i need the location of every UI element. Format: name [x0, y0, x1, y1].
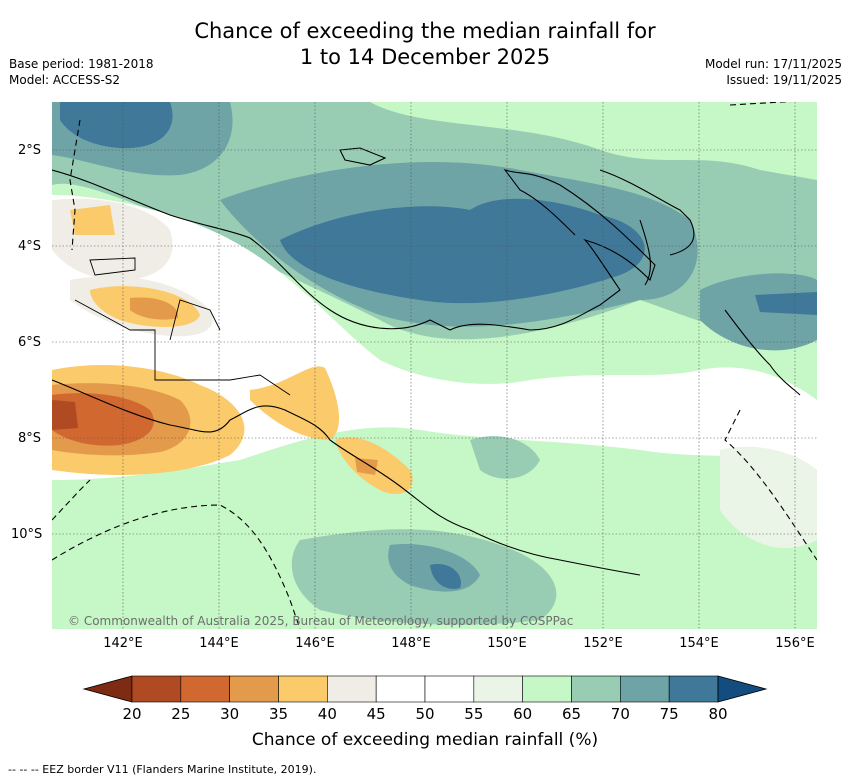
colorbar-tick-label: 20	[122, 705, 142, 723]
map-fields	[52, 102, 817, 629]
colorbar-segment	[278, 675, 328, 703]
eez-legend: -- -- -- EEZ border V11 (Flanders Marine…	[8, 763, 317, 776]
lat-label-2s: 2°S	[18, 143, 42, 158]
colorbar-tick-label: 80	[708, 705, 728, 723]
issued-date: Issued: 19/11/2025	[726, 73, 842, 87]
eez-north	[729, 102, 792, 106]
manus-island	[339, 147, 387, 166]
province-borders	[74, 257, 291, 396]
colorbar-segment	[131, 675, 182, 703]
colorbar-segment	[327, 675, 377, 703]
lat-label-6s: 6°S	[18, 335, 42, 350]
colorbar-segment	[522, 675, 572, 703]
colorbar-segment	[620, 675, 670, 703]
lon-label-144e: 144°E	[199, 636, 239, 651]
colorbar-segment	[424, 675, 475, 703]
model-name: Model: ACCESS-S2	[9, 73, 121, 87]
lat-label-4s: 4°S	[18, 239, 42, 254]
colorbar-segment	[473, 675, 523, 703]
field-30-35-highlands	[130, 297, 179, 320]
field-30-35-papua	[355, 458, 378, 475]
colorbar-tick-label: 70	[610, 705, 630, 723]
field-65-70-solomon	[470, 436, 540, 479]
colorbar-extend-low	[82, 675, 133, 703]
png-south-coast	[52, 379, 641, 576]
colorbar-tick-label: 60	[513, 705, 533, 723]
eez-south-west	[52, 479, 91, 521]
field-35-40-gulf	[250, 366, 340, 440]
lat-label-10s: 10°S	[11, 527, 43, 542]
eez-south	[52, 504, 301, 629]
meta-right: Model run: 17/11/2025 Issued: 19/11/2025	[705, 56, 842, 88]
title-line-2: 1 to 14 December 2025	[299, 45, 551, 69]
new-ireland	[599, 169, 695, 286]
field-70-75-east	[700, 273, 817, 351]
field-75-80-bismarck	[280, 198, 645, 304]
colorbar-extend-high	[717, 675, 768, 703]
field-75-80-east	[755, 292, 817, 315]
colorbar-tick-label: 55	[464, 705, 484, 723]
lat-label-8s: 8°S	[18, 431, 42, 446]
bougainville	[724, 309, 801, 396]
lon-label-142e: 142°E	[103, 636, 143, 651]
model-run: Model run: 17/11/2025	[704, 57, 842, 71]
field-75-80-coral-sea	[430, 564, 461, 589]
colorbar-label: Chance of exceeding median rainfall (%)	[251, 730, 599, 750]
colorbar-tick-label: 50	[415, 705, 435, 723]
lon-label-154e: 154°E	[679, 636, 719, 651]
base-period: Base period: 1981-2018	[9, 57, 154, 71]
map-title: Chance of exceeding the median rainfall …	[0, 18, 850, 70]
lon-label-156e: 156°E	[775, 636, 815, 651]
lon-label-146e: 146°E	[295, 636, 335, 651]
colorbar-tick-label: 45	[366, 705, 386, 723]
colorbar-tick-label: 25	[171, 705, 191, 723]
colorbar-tick-label: 35	[268, 705, 289, 723]
eez-east	[724, 409, 817, 561]
graticule	[52, 102, 817, 629]
meta-left: Base period: 1981-2018 Model: ACCESS-S2	[9, 56, 154, 88]
field-35-40-west	[70, 205, 115, 235]
field-75-80-northwest	[60, 102, 173, 149]
colorbar-tick-label: 30	[220, 705, 240, 723]
png-north-coast	[52, 168, 656, 331]
lon-label-152e: 152°E	[583, 636, 623, 651]
colorbar-segment	[571, 675, 621, 703]
field-25-30-south-west	[52, 393, 154, 446]
eez-west	[69, 119, 81, 251]
title-line-1: Chance of exceeding the median rainfall …	[194, 19, 656, 43]
coastlines	[52, 102, 817, 629]
colorbar-segment	[229, 675, 279, 703]
field-20-25-south-west	[52, 400, 78, 430]
colorbar-segment	[180, 675, 230, 703]
colorbar-segment	[375, 675, 426, 703]
lon-label-148e: 148°E	[391, 636, 431, 651]
lon-label-150e: 150°E	[487, 636, 527, 651]
copyright-notice: © Commonwealth of Australia 2025, Bureau…	[68, 614, 574, 628]
colorbar-tick-label: 75	[659, 705, 679, 723]
colorbar-tick-label: 40	[317, 705, 337, 723]
colorbar-segment	[668, 675, 719, 703]
colorbar-tick-label: 65	[561, 705, 582, 723]
field-45-55-central	[52, 195, 817, 480]
